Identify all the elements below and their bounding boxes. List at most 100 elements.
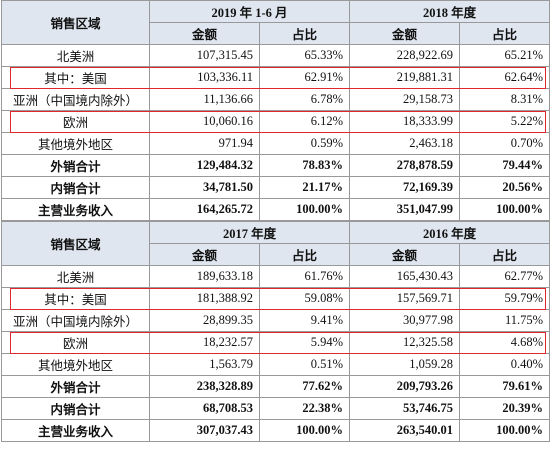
header-row: 金额 占比 金额 占比: [2, 22, 550, 45]
region-cell: 北美洲: [1, 44, 150, 67]
value-cell: 9.41%: [258, 309, 351, 332]
region-cell: 其中：美国: [1, 66, 150, 89]
value-cell: 129,484.32: [149, 154, 260, 177]
region-header: 销售区域: [1, 0, 150, 45]
value-cell: 18,333.99: [349, 110, 461, 133]
value-cell: 59.08%: [258, 287, 351, 310]
region-cell: 外销合计: [1, 375, 150, 398]
value-cell: 0.40%: [459, 353, 550, 376]
data-row: 欧洲 18,232.57 5.94% 12,325.58 4.68%: [1, 331, 550, 354]
value-cell: 100.00%: [258, 198, 351, 221]
region-header: 销售区域: [1, 221, 150, 266]
value-cell: 2,463.18: [349, 132, 461, 155]
value-cell: 189,633.18: [149, 265, 260, 288]
value-cell: 0.70%: [459, 132, 550, 155]
value-cell: 21.17%: [258, 176, 351, 199]
column-header: 金额: [349, 243, 461, 266]
value-cell: 164,265.72: [149, 198, 260, 221]
value-cell: 103,336.11: [149, 66, 260, 89]
value-cell: 30,977.98: [349, 309, 461, 332]
period-header: 2019 年 1-6 月: [148, 0, 351, 23]
value-cell: 20.39%: [459, 397, 550, 420]
column-header: 占比: [258, 243, 351, 266]
period-header: 2017 年度: [148, 221, 351, 244]
value-cell: 20.56%: [459, 176, 550, 199]
value-cell: 307,037.43: [149, 419, 260, 442]
value-cell: 72,169.39: [349, 176, 461, 199]
data-row: 外销合计 129,484.32 78.83% 278,878.59 79.44%: [1, 154, 550, 177]
region-cell: 亚洲（中国境内除外）: [1, 309, 150, 332]
value-cell: 263,540.01: [349, 419, 461, 442]
value-cell: 62.91%: [258, 66, 351, 89]
value-cell: 28,899.35: [149, 309, 260, 332]
header-row: 金额 占比 金额 占比: [2, 243, 550, 266]
region-cell: 欧洲: [1, 331, 150, 354]
region-cell: 主营业务收入: [1, 419, 150, 442]
header-row: 销售区域 2019 年 1-6 月 2018 年度: [1, 0, 550, 45]
value-cell: 10,060.16: [149, 110, 260, 133]
value-cell: 209,793.26: [349, 375, 461, 398]
value-cell: 6.78%: [258, 88, 351, 111]
region-cell: 内销合计: [1, 176, 150, 199]
region-cell: 内销合计: [1, 397, 150, 420]
value-cell: 278,878.59: [349, 154, 461, 177]
value-cell: 0.51%: [258, 353, 351, 376]
value-cell: 62.64%: [459, 66, 550, 89]
value-cell: 79.44%: [459, 154, 550, 177]
region-cell: 主营业务收入: [1, 198, 150, 221]
data-row: 亚洲（中国境内除外） 11,136.66 6.78% 29,158.73 8.31%: [1, 88, 550, 111]
column-header: 占比: [258, 22, 351, 45]
data-row: 其他境外地区 1,563.79 0.51% 1,059.28 0.40%: [1, 353, 550, 376]
column-header: 占比: [459, 22, 550, 45]
value-cell: 157,569.71: [349, 287, 461, 310]
value-cell: 238,328.89: [149, 375, 260, 398]
value-cell: 65.21%: [459, 44, 550, 67]
value-cell: 62.77%: [459, 265, 550, 288]
value-cell: 4.68%: [459, 331, 550, 354]
value-cell: 68,708.53: [149, 397, 260, 420]
value-cell: 5.94%: [258, 331, 351, 354]
column-header: 金额: [149, 22, 260, 45]
value-cell: 219,881.31: [349, 66, 461, 89]
data-row: 其中：美国 103,336.11 62.91% 219,881.31 62.64%: [1, 66, 550, 89]
value-cell: 65.33%: [258, 44, 351, 67]
value-cell: 1,563.79: [149, 353, 260, 376]
sales-table: 销售区域 2017 年度 2016 年度 金额 占比 金额 占比 北美洲 189,633.18 6…: [1, 221, 550, 442]
column-header: 金额: [349, 22, 461, 45]
region-cell: 其他境外地区: [1, 132, 150, 155]
data-row: 内销合计 34,781.50 21.17% 72,169.39 20.56%: [1, 176, 550, 199]
value-cell: 228,922.69: [349, 44, 461, 67]
value-cell: 100.00%: [459, 198, 550, 221]
value-cell: 34,781.50: [149, 176, 260, 199]
value-cell: 22.38%: [258, 397, 351, 420]
value-cell: 0.59%: [258, 132, 351, 155]
region-cell: 欧洲: [1, 110, 150, 133]
value-cell: 971.94: [149, 132, 260, 155]
value-cell: 18,232.57: [149, 331, 260, 354]
value-cell: 53,746.75: [349, 397, 461, 420]
value-cell: 8.31%: [459, 88, 550, 111]
period-header: 2016 年度: [349, 221, 550, 244]
region-cell: 亚洲（中国境内除外）: [1, 88, 150, 111]
data-row: 其他境外地区 971.94 0.59% 2,463.18 0.70%: [1, 132, 550, 155]
region-cell: 外销合计: [1, 154, 150, 177]
data-row: 北美洲 189,633.18 61.76% 165,430.43 62.77%: [1, 265, 550, 288]
column-header: 金额: [149, 243, 260, 266]
value-cell: 12,325.58: [349, 331, 461, 354]
value-cell: 11,136.66: [149, 88, 260, 111]
value-cell: 11.75%: [459, 309, 550, 332]
data-row: 其中：美国 181,388.92 59.08% 157,569.71 59.79%: [1, 287, 550, 310]
data-row: 亚洲（中国境内除外） 28,899.35 9.41% 30,977.98 11.75%: [1, 309, 550, 332]
value-cell: 107,315.45: [149, 44, 260, 67]
data-row: 主营业务收入 307,037.43 100.00% 263,540.01 100.00%: [1, 419, 550, 442]
value-cell: 351,047.99: [349, 198, 461, 221]
value-cell: 78.83%: [258, 154, 351, 177]
header-row: 销售区域 2017 年度 2016 年度: [1, 221, 550, 266]
value-cell: 100.00%: [459, 419, 550, 442]
value-cell: 79.61%: [459, 375, 550, 398]
value-cell: 6.12%: [258, 110, 351, 133]
region-cell: 北美洲: [1, 265, 150, 288]
value-cell: 100.00%: [258, 419, 351, 442]
value-cell: 181,388.92: [149, 287, 260, 310]
